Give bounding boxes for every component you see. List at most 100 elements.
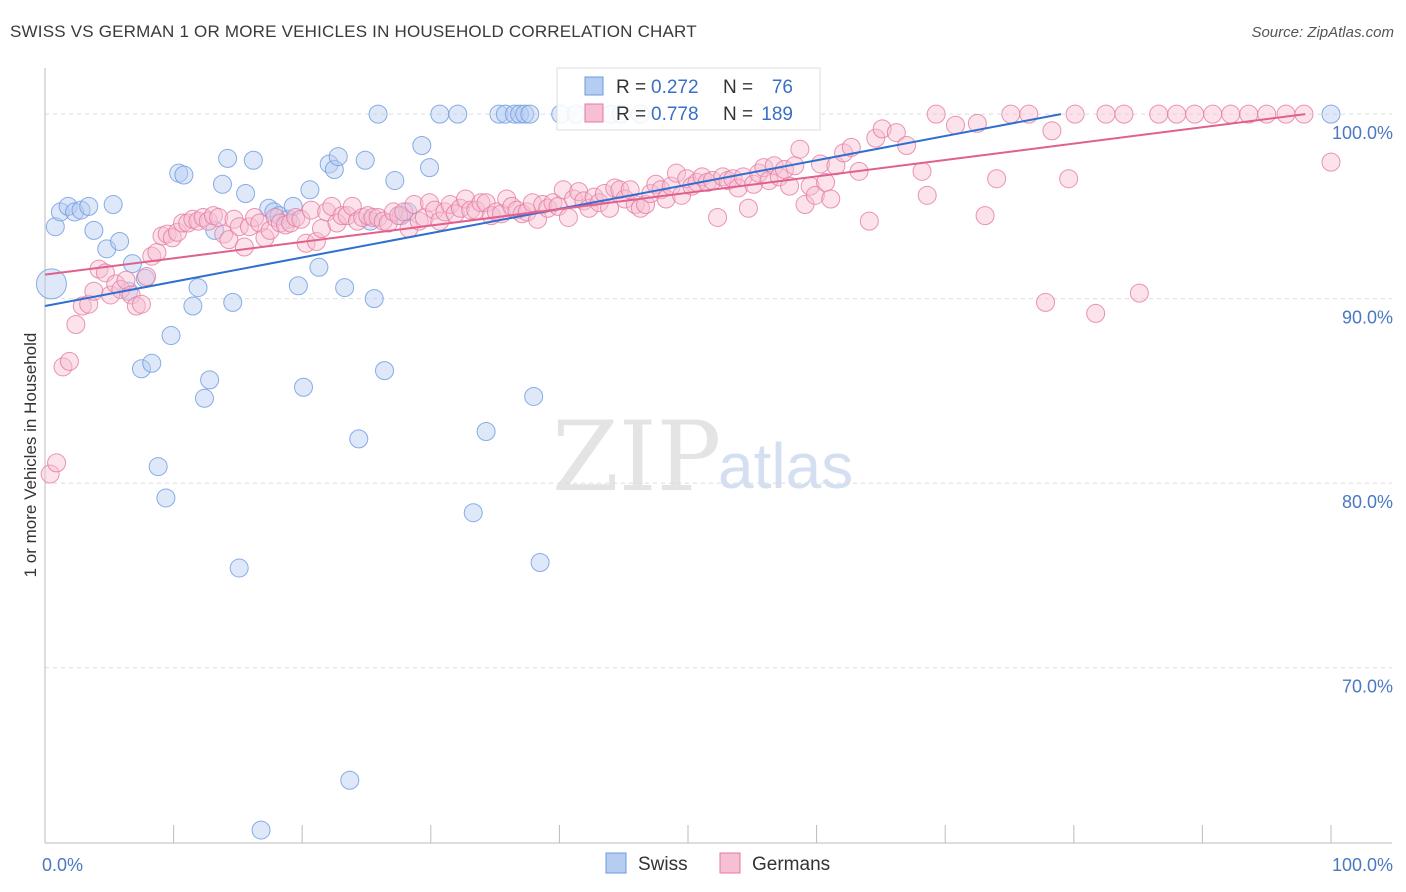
bottom-legend: Swiss Germans [605, 852, 830, 875]
stats-r-label: R = [616, 104, 646, 125]
swiss-point [1321, 104, 1341, 124]
swiss-point [45, 217, 65, 237]
germans-point [780, 176, 800, 196]
germans-point [440, 195, 460, 215]
germans-point [378, 213, 398, 233]
swiss-point [368, 104, 388, 124]
germans-point [265, 207, 285, 227]
swiss-point [364, 289, 384, 309]
germans-point [1042, 121, 1062, 141]
stats-n-label: N = [723, 77, 753, 98]
x-tick-label-end: 100.0% [1332, 855, 1393, 875]
swiss-point [103, 195, 123, 215]
germans-point [131, 294, 151, 314]
y-tick-label-2: 80.0% [1342, 492, 1393, 512]
swiss-point [212, 174, 232, 194]
germans-point [1203, 104, 1223, 124]
swiss-point [448, 104, 468, 124]
swiss-point [385, 171, 405, 191]
germans-point [72, 296, 92, 316]
germans-point [912, 161, 932, 181]
swiss-point [229, 558, 249, 578]
swiss-point [142, 353, 162, 373]
germans-point [926, 104, 946, 124]
germans-point [1036, 292, 1056, 312]
swiss-point [340, 770, 360, 790]
germans-point [1185, 104, 1205, 124]
swiss-point [110, 231, 130, 251]
watermark-atlas: atlas [718, 430, 853, 502]
germans-point [245, 207, 265, 227]
swiss-point [309, 257, 329, 277]
swiss-point [504, 104, 524, 124]
y-tick-labels: 100.0% 90.0% 80.0% 70.0% [1332, 123, 1393, 697]
swiss-point [200, 370, 220, 390]
germans-point [347, 211, 367, 231]
germans-point [859, 211, 879, 231]
legend-swatch-germans [719, 852, 741, 874]
swiss-point [236, 183, 256, 203]
swiss-point [530, 553, 550, 573]
germans-point [1321, 152, 1341, 172]
germans-point [79, 294, 99, 314]
germans-point [47, 453, 67, 473]
germans-point [1149, 104, 1169, 124]
germans-point [219, 230, 239, 250]
swiss-point [259, 198, 279, 218]
y-tick-label-3: 70.0% [1342, 677, 1393, 697]
germans-point [738, 198, 758, 218]
germans-point [1129, 283, 1149, 303]
germans-point [234, 237, 254, 257]
y-tick-label-0: 100.0% [1332, 123, 1393, 143]
swiss-point [300, 180, 320, 200]
swiss-point [148, 457, 168, 477]
germans-point [59, 351, 79, 371]
germans-point [636, 195, 656, 215]
germans-point [368, 207, 388, 227]
germans-point [866, 128, 886, 148]
watermark-zip: ZIP [552, 401, 721, 513]
germans-point [569, 182, 589, 202]
swiss-point [510, 104, 530, 124]
swiss-point [131, 359, 151, 379]
germans-trend-line [44, 113, 1306, 276]
germans-point [1065, 104, 1085, 124]
stats-r-label: R = [616, 77, 646, 98]
x-tick-label-start: 0.0% [42, 855, 83, 875]
germans-point [558, 207, 578, 227]
swiss-point [156, 488, 176, 508]
germans-point [975, 206, 995, 226]
germans-point [821, 189, 841, 209]
stats-swatch-swiss [584, 76, 604, 96]
germans-point [162, 228, 182, 248]
legend-label-swiss: Swiss [638, 854, 688, 875]
germans-point [384, 202, 404, 222]
germans-point [805, 185, 825, 205]
x-tick-labels: 0.0% 100.0% [42, 855, 1393, 875]
stats-legend: R = 0.272 N = 76 R = 0.778 N = 189 [556, 67, 821, 131]
stats-r-value: 0.272 [651, 77, 699, 98]
swiss-point [476, 422, 496, 442]
swiss-point [65, 202, 85, 222]
trend-lines [44, 113, 1306, 308]
swiss-point [412, 136, 432, 155]
germans-point [987, 169, 1007, 189]
germans-point [214, 224, 234, 244]
germans-point [917, 185, 937, 205]
swiss-point [288, 276, 308, 296]
swiss-point [489, 104, 509, 124]
stats-n-label: N = [723, 104, 753, 125]
swiss-point [335, 278, 355, 298]
swiss-point [463, 503, 483, 523]
chart-source: Source: ZipAtlas.com [1251, 24, 1394, 41]
germans-point [188, 211, 208, 231]
germans-point [1276, 104, 1296, 124]
germans-point [945, 115, 965, 135]
swiss-point [58, 196, 78, 216]
germans-point [66, 314, 86, 334]
chart-title: SWISS VS GERMAN 1 OR MORE VEHICLES IN HO… [10, 22, 697, 41]
germans-point [1167, 104, 1187, 124]
swiss-point [420, 158, 440, 178]
swiss-point [161, 326, 181, 346]
